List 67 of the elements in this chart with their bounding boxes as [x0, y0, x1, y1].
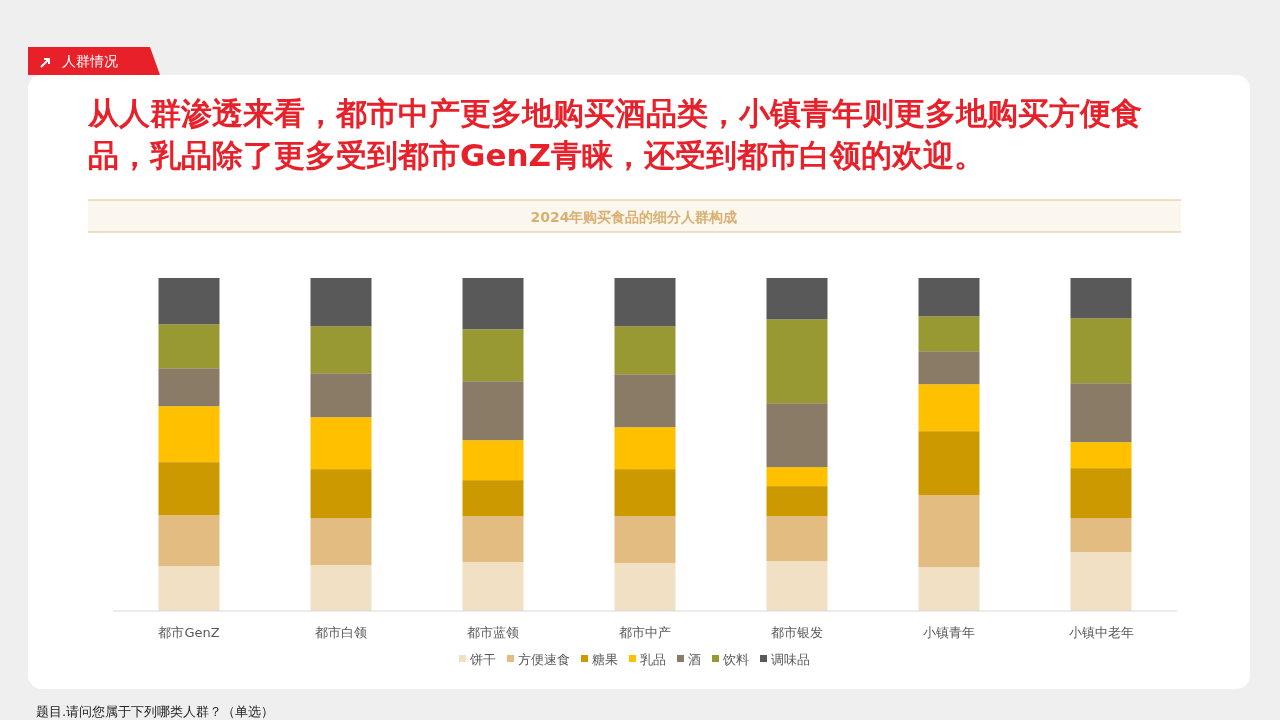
bar [158, 566, 220, 611]
bar [158, 462, 220, 516]
bar [462, 381, 524, 441]
bar [1070, 383, 1132, 443]
bar [918, 567, 980, 611]
bar [766, 319, 828, 404]
legend-label: 方便速食 [518, 652, 570, 667]
chart-title: 从人群渗透来看，都市中产更多地购买酒品类，小镇青年则更多地购买方便食品，乳品除了更多受到都市GenZ青睐，还受到都市白领的欢迎。 [88, 94, 1143, 175]
x-tick-label: 都市中产 [619, 625, 671, 640]
legend-label: 糖果 [592, 652, 618, 667]
bar [614, 563, 676, 611]
bar [1070, 442, 1132, 469]
text: 人群情况 [62, 53, 118, 69]
legend-label: 乳品 [640, 652, 666, 667]
bar [462, 562, 524, 611]
bar [310, 373, 372, 418]
bar [766, 403, 828, 468]
bar [462, 278, 524, 330]
bar [310, 518, 372, 566]
legend-label: 饼干 [469, 652, 496, 667]
bar [310, 469, 372, 519]
bar [310, 278, 372, 327]
x-tick-label: 都市蓝领 [467, 625, 519, 640]
x-tick-label: 小镇中老年 [1068, 625, 1134, 640]
bar [766, 561, 828, 611]
text: 题目.请问您属于下列哪类人群？（单选） [36, 704, 275, 719]
legend-label: 饮料 [722, 652, 749, 667]
bar [310, 326, 372, 374]
bar [1070, 518, 1132, 553]
bar [614, 374, 676, 428]
bar [158, 515, 220, 567]
bar [1070, 552, 1132, 611]
x-tick-label: 都市GenZ [158, 625, 220, 640]
bar [462, 329, 524, 382]
bar [614, 278, 676, 327]
x-tick-label: 都市银发 [771, 625, 823, 640]
bar [1070, 468, 1132, 519]
bar [310, 417, 372, 470]
bar [1070, 278, 1132, 319]
x-tick-label: 小镇青年 [923, 625, 975, 640]
bar [918, 351, 980, 385]
bar [158, 368, 220, 407]
bar [918, 384, 980, 432]
legend-label: 调味品 [771, 652, 810, 667]
bar [462, 440, 524, 481]
bar [158, 406, 220, 463]
bar [614, 326, 676, 375]
bar [462, 516, 524, 563]
legend-label: 酒 [688, 652, 701, 667]
bar [766, 467, 828, 487]
bar [766, 486, 828, 517]
bar [614, 427, 676, 470]
bar [310, 565, 372, 611]
bar [766, 278, 828, 320]
bar [918, 316, 980, 352]
bar [158, 278, 220, 325]
bar [918, 278, 980, 317]
bar [918, 431, 980, 496]
bar [614, 516, 676, 564]
bar [766, 516, 828, 562]
bar [918, 495, 980, 568]
chart-subtitle: 2024年购买食品的细分人群构成 [530, 209, 738, 225]
bar [614, 469, 676, 517]
bar [158, 324, 220, 369]
bar [1070, 318, 1132, 384]
x-tick-label: 都市白领 [315, 625, 367, 640]
bar [462, 480, 524, 517]
